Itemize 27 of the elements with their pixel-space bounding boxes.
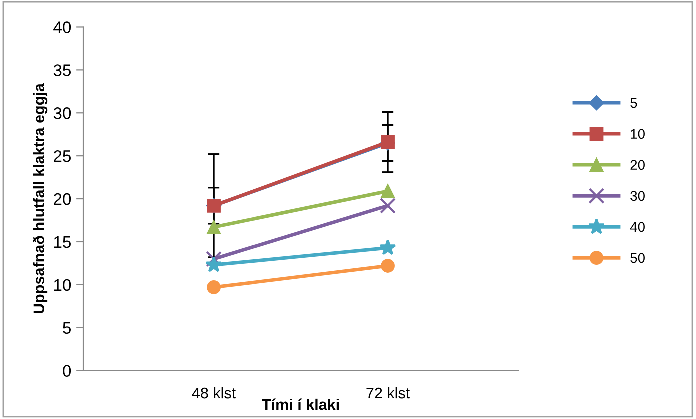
point <box>380 198 396 214</box>
legend-label: 30 <box>630 191 645 202</box>
point <box>206 251 222 268</box>
y-tick-label: 5 <box>63 322 72 334</box>
y-tick-label: 30 <box>54 108 72 120</box>
legend-label: 50 <box>630 253 645 264</box>
legend-label: 5 <box>630 98 638 108</box>
y-tick-label: 40 <box>54 22 72 34</box>
y-tick-label: 20 <box>54 193 72 206</box>
legend-label: 40 <box>630 222 645 232</box>
legend-label: 20 <box>630 160 645 170</box>
point <box>381 259 395 273</box>
y-tick-label: 10 <box>54 279 72 292</box>
point <box>207 280 221 294</box>
point <box>380 239 396 256</box>
y-tick-label: 25 <box>54 150 72 162</box>
y-tick-label: 35 <box>54 64 72 76</box>
x-axis-title: Tími í klaki <box>262 398 339 410</box>
y-tick-label: 0 <box>63 365 72 378</box>
x-tick-label: 72 klst <box>366 387 410 399</box>
point <box>206 256 222 272</box>
y-tick-label: 15 <box>54 236 72 248</box>
x-tick-label: 48 klst <box>192 387 236 399</box>
point <box>207 220 221 234</box>
point <box>381 184 395 198</box>
y-axis-title: Uppsafnað hlutfall klaktra eggja <box>33 83 48 314</box>
legend-label: 10 <box>631 129 645 140</box>
